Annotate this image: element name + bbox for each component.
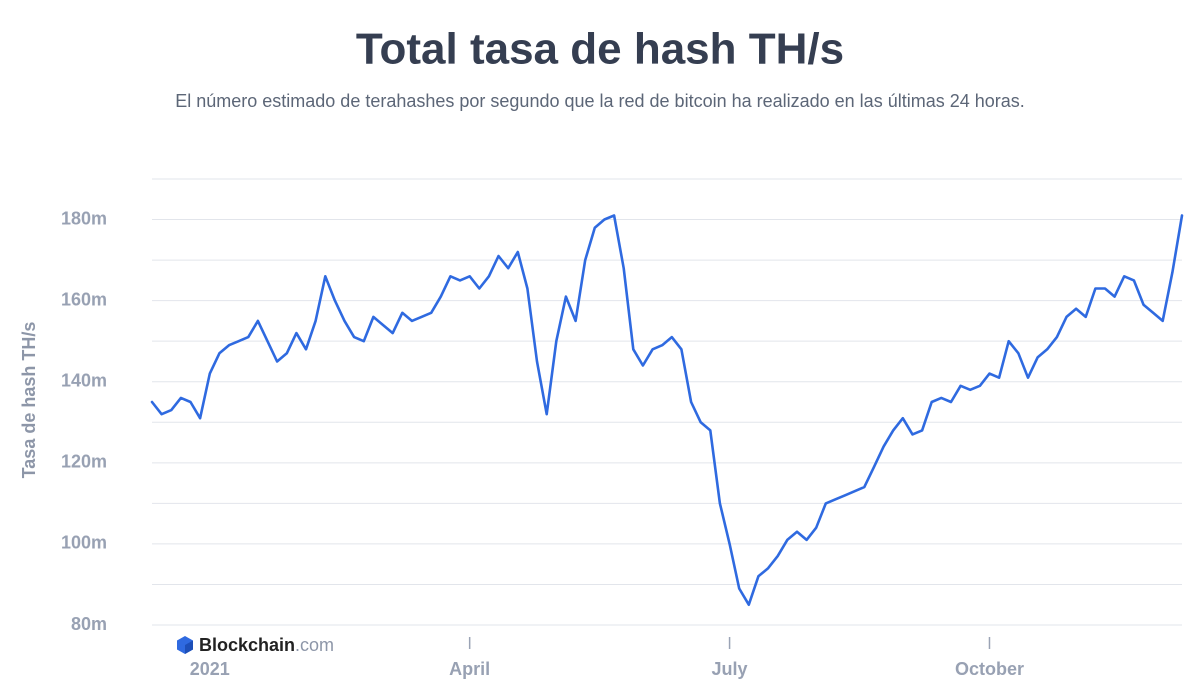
y-tick-label: 80m [71, 614, 107, 634]
watermark-icon-shade [185, 640, 193, 654]
x-tick-label: April [449, 659, 490, 679]
chart-title: Total tasa de hash TH/s [356, 25, 844, 74]
watermark-brand: Blockchain.com [199, 635, 334, 655]
watermark-brand-text: Blockchain [199, 635, 295, 655]
y-tick-label: 100m [61, 533, 107, 553]
watermark-suffix: .com [295, 635, 334, 655]
x-tick-label: 2021 [190, 659, 230, 679]
chart-subtitle: El número estimado de terahashes por seg… [175, 91, 1025, 111]
y-tick-label: 160m [61, 289, 107, 309]
watermark: Blockchain.com [177, 635, 334, 655]
y-axis-label: Tasa de hash TH/s [19, 322, 39, 479]
y-tick-label: 180m [61, 208, 107, 228]
x-tick-label: October [955, 659, 1024, 679]
y-tick-label: 120m [61, 452, 107, 472]
y-tick-label: 140m [61, 370, 107, 390]
x-tick-label: July [712, 659, 748, 679]
data-line [150, 214, 1184, 606]
